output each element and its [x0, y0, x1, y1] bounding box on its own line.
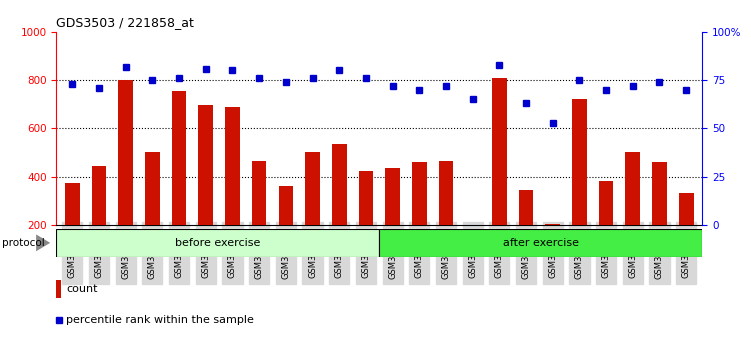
- Bar: [599, 181, 614, 273]
- Bar: [572, 99, 587, 273]
- Bar: [332, 144, 346, 273]
- Bar: [65, 183, 80, 273]
- Bar: [492, 78, 507, 273]
- Bar: [119, 80, 133, 273]
- Bar: [385, 168, 400, 273]
- Text: protocol: protocol: [2, 238, 44, 248]
- Bar: [626, 153, 640, 273]
- Bar: [652, 162, 667, 273]
- Bar: [145, 153, 160, 273]
- Bar: [225, 107, 240, 273]
- Bar: [305, 153, 320, 273]
- Bar: [172, 91, 186, 273]
- Bar: [379, 229, 702, 257]
- Bar: [679, 193, 693, 273]
- Bar: [519, 190, 533, 273]
- Bar: [56, 280, 61, 298]
- Bar: [252, 161, 267, 273]
- Bar: [198, 105, 213, 273]
- Bar: [412, 162, 427, 273]
- Text: GDS3503 / 221858_at: GDS3503 / 221858_at: [56, 16, 195, 29]
- Bar: [92, 166, 107, 273]
- Text: after exercise: after exercise: [502, 238, 579, 248]
- Text: percentile rank within the sample: percentile rank within the sample: [66, 314, 254, 325]
- Bar: [279, 186, 293, 273]
- Polygon shape: [36, 234, 50, 251]
- Bar: [545, 224, 560, 273]
- Text: count: count: [66, 284, 98, 294]
- Bar: [56, 229, 379, 257]
- Bar: [439, 161, 454, 273]
- Bar: [466, 225, 480, 273]
- Bar: [358, 171, 373, 273]
- Text: before exercise: before exercise: [175, 238, 261, 248]
